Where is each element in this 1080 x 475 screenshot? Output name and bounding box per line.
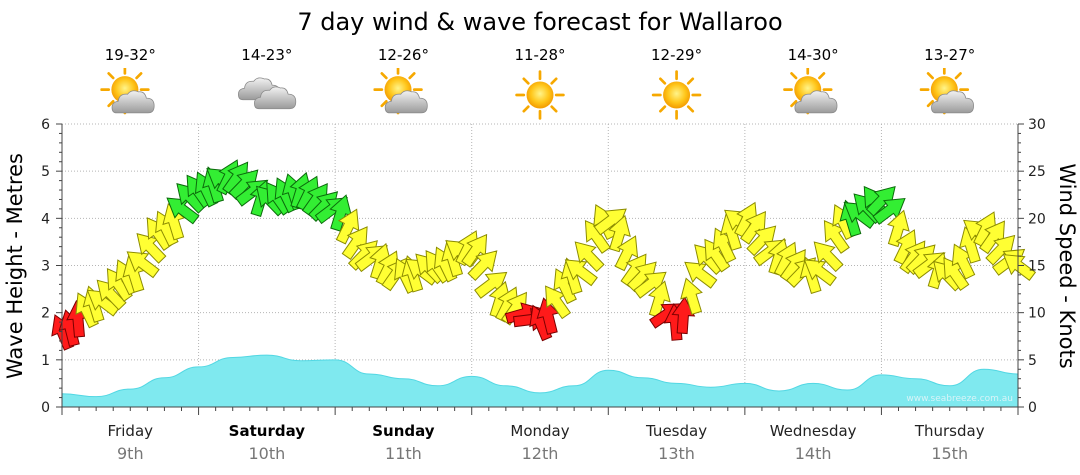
wind-arrow	[886, 209, 910, 248]
wind-arrow	[680, 277, 703, 315]
wind-arrow	[126, 251, 160, 279]
sunny-icon	[515, 70, 565, 120]
wind-arrow	[536, 297, 560, 335]
wind-arrow	[166, 197, 200, 225]
y-axis-left-tick-label: 5	[41, 164, 50, 180]
y-axis-left-tick-label: 0	[41, 400, 50, 416]
temperature-range-label: 12-26°	[378, 46, 429, 64]
y-axis-right-tick-label: 20	[1028, 211, 1046, 227]
wind-arrow	[803, 259, 837, 287]
wind-arrow	[461, 233, 488, 268]
partly-cloudy-icon	[101, 66, 154, 113]
x-axis-day-label: Saturday	[229, 422, 306, 440]
wind-arrow	[614, 235, 639, 272]
credit-text: www.seabreeze.com.au	[906, 394, 1013, 404]
x-axis-date-label: 10th	[248, 444, 285, 463]
y-axis-right-tick-label: 0	[1028, 400, 1037, 416]
y-axis-right-label: Wind Speed - Knots	[1055, 163, 1079, 368]
y-axis-right-tick-label: 10	[1028, 306, 1046, 322]
partly-cloudy-icon	[784, 66, 837, 113]
x-axis-day-label: Monday	[510, 422, 569, 440]
x-axis-day-label: Thursday	[914, 422, 985, 440]
wave-height-area	[61, 354, 1019, 408]
wind-arrow	[746, 225, 777, 257]
wind-arrow	[564, 259, 598, 287]
wind-arrow	[136, 233, 167, 264]
x-axis-day-label: Wednesday	[770, 422, 857, 440]
wind-arrow	[467, 250, 498, 282]
y-axis-right-tick-label: 15	[1028, 259, 1046, 275]
temperature-range-label: 13-27°	[924, 46, 975, 64]
y-axis-left-tick-label: 1	[41, 353, 50, 369]
wind-arrow	[684, 261, 718, 289]
y-axis-left-tick-label: 4	[41, 211, 50, 227]
x-axis-date-label: 13th	[658, 444, 695, 463]
wind-arrow	[951, 243, 976, 280]
x-axis-date-label: 11th	[385, 444, 422, 463]
wind-arrow	[978, 220, 1005, 255]
wind-arrow	[1002, 254, 1037, 282]
wind-arrow	[813, 241, 844, 273]
partly-cloudy-icon	[375, 66, 428, 113]
temperature-range-label: 12-29°	[651, 46, 702, 64]
x-axis-day-label: Sunday	[372, 422, 435, 440]
temperature-range-label: 11-28°	[514, 46, 565, 64]
x-axis-date-label: 9th	[117, 444, 144, 463]
wind-arrow	[985, 234, 1016, 266]
y-axis-left-label: Wave Height - Metres	[3, 153, 27, 379]
y-axis-right-tick-label: 5	[1028, 353, 1037, 369]
y-axis-left-tick-label: 3	[41, 259, 50, 275]
wind-arrow	[341, 226, 368, 261]
y-axis-left-tick-label: 2	[41, 306, 50, 322]
wind-arrow	[574, 241, 605, 273]
temperature-range-label: 14-23°	[241, 46, 292, 64]
x-axis-date-label: 12th	[522, 444, 559, 463]
wind-arrow	[545, 285, 572, 320]
wind-arrow	[335, 208, 360, 245]
x-axis-day-label: Tuesday	[645, 422, 707, 440]
y-axis-right-tick-label: 25	[1028, 164, 1046, 180]
temperature-range-label: 14-30°	[788, 46, 839, 64]
cloudy-icon	[238, 78, 295, 109]
y-axis-left-tick-label: 6	[41, 117, 50, 133]
partly-cloudy-icon	[921, 66, 974, 113]
x-axis-date-label: 14th	[795, 444, 832, 463]
x-axis-date-label: 15th	[931, 444, 968, 463]
y-axis-right-tick-label: 30	[1028, 117, 1046, 133]
wind-arrow	[329, 194, 353, 232]
temperature-range-label: 19-32°	[105, 46, 156, 64]
wind-arrow	[739, 210, 766, 245]
x-axis-day-label: Friday	[108, 422, 154, 440]
chart-title: 7 day wind & wave forecast for Wallaroo	[297, 8, 782, 36]
sunny-icon	[651, 70, 702, 120]
